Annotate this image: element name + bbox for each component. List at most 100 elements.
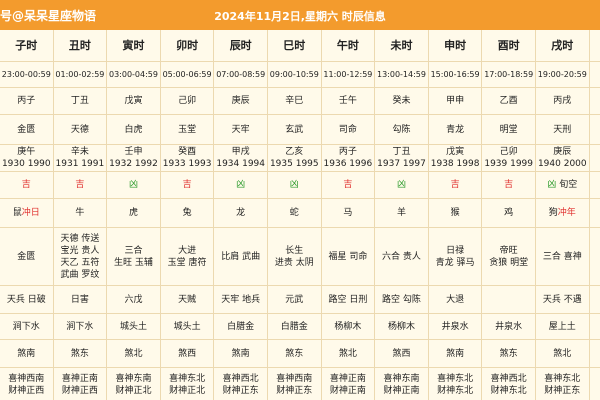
cell: 申时 <box>428 30 483 62</box>
xi: 喜神西北 <box>222 373 259 384</box>
cell: 19:00-20:59 <box>536 62 590 88</box>
ganzhi: 壬午 <box>338 96 357 106</box>
cell: 甲申 <box>428 88 483 115</box>
cell: 午时 <box>321 30 376 62</box>
inline-row: 吉 <box>451 179 460 191</box>
cell: 煞南 <box>0 340 54 368</box>
ganzhi: 丁丑 <box>70 96 89 106</box>
clash-ganzhi: 乙亥 <box>285 147 304 157</box>
cell: 戊寅 <box>107 88 161 115</box>
cell: 涧下水 <box>53 314 108 340</box>
cai: 财神正东 <box>222 385 259 396</box>
god-line: 青龙 驿马 <box>435 257 475 268</box>
cell: 煞东 <box>53 340 108 368</box>
evils: 大退 <box>446 294 465 305</box>
clash-years: 1938 1998 <box>430 159 480 169</box>
cell: 明堂 <box>482 115 536 145</box>
cell: 煞南 <box>428 340 483 368</box>
cell: 天牢 地兵 <box>214 286 268 314</box>
evils: 天兵 不遇 <box>542 294 582 305</box>
cell: 戊寅 1938 1998 <box>428 145 483 172</box>
cell: 金匮 <box>0 115 54 145</box>
clash-years: 1931 1991 <box>55 159 105 169</box>
nayin: 屋上土 <box>548 321 576 332</box>
xi: 喜神西北 <box>490 373 527 384</box>
god-line: 金匮 <box>17 251 36 262</box>
cell: 喜神正南 财神正西 <box>54 368 108 400</box>
cell: 六合 贵人 <box>375 228 429 286</box>
ganzhi: 戊寅 <box>124 96 143 106</box>
sha: 煞南 <box>446 348 465 359</box>
cell: 大退 <box>428 286 483 314</box>
cell: 喜神西南 财神正东 <box>268 368 322 400</box>
inline-row: 牛 <box>75 207 84 219</box>
hour: 丑时 <box>68 38 91 52</box>
cell: 天兵 日破 <box>0 286 54 314</box>
cell: 杨柳木 <box>375 314 429 340</box>
star: 天刑 <box>553 124 572 135</box>
cell: 丙子 <box>0 88 54 115</box>
inline-row: 凶 <box>290 179 299 191</box>
cell: 癸酉 1933 1993 <box>160 145 215 172</box>
sha: 煞西 <box>392 348 411 359</box>
clash-years: 1935 1995 <box>269 159 319 169</box>
evils: 路空 勾陈 <box>382 294 421 305</box>
hour: 午时 <box>336 38 359 52</box>
cell: 蛇 <box>268 199 322 228</box>
inline-row: 兔 <box>183 207 192 219</box>
cell: 喜神东南 财神正南 <box>375 368 429 400</box>
time: 03:00-04:59 <box>108 69 158 79</box>
luck-note: 旬空 <box>559 180 578 190</box>
cell: 煞南 <box>214 340 268 368</box>
evils: 天兵 日破 <box>6 294 46 305</box>
star: 玉堂 <box>178 124 197 135</box>
cell: 喜神西北 财神东北 <box>482 368 536 400</box>
cell: 玉堂 <box>160 115 215 145</box>
cell: 狗冲年 <box>536 199 590 228</box>
animal: 虎 <box>128 208 138 218</box>
cell: 己卯 <box>160 88 215 115</box>
clash-years: 1934 1994 <box>216 159 266 169</box>
cell: 鸡 <box>482 199 536 228</box>
cell: 鼠冲日 <box>0 199 54 228</box>
cai: 财神正北 <box>169 385 206 396</box>
clash-ganzhi: 庚辰 <box>553 147 572 157</box>
cell: 煞北 <box>536 340 590 368</box>
sha: 煞南 <box>231 348 250 359</box>
account: 号@呆呆星座物语 <box>0 9 97 23</box>
cell: 杨柳木 <box>321 314 376 340</box>
cell: 喜神西北 财神正东 <box>214 368 268 400</box>
animal: 羊 <box>396 208 406 218</box>
ganzhi: 己卯 <box>178 96 197 106</box>
cai: 财神正西 <box>8 385 45 396</box>
cell: 13:00-14:59 <box>375 62 429 88</box>
nayin: 杨柳木 <box>334 321 362 332</box>
cell: 07:00-08:59 <box>214 62 268 88</box>
clash-ganzhi: 戊寅 <box>446 147 465 157</box>
cell: 凶旬空 <box>536 172 590 199</box>
cell: 丑时 <box>53 30 108 62</box>
cell: 城头土 <box>160 314 215 340</box>
cell: 11:00-12:59 <box>321 62 376 88</box>
sha: 煞东 <box>285 348 304 359</box>
cell: 喜神东北 财神正北 <box>161 368 215 400</box>
time: 11:00-12:59 <box>323 69 373 79</box>
clash-years: 1939 1999 <box>484 159 534 169</box>
cell: 09:00-10:59 <box>268 62 322 88</box>
luck: 凶 <box>128 180 138 190</box>
luck: 吉 <box>182 180 192 190</box>
god-line: 三合 <box>124 245 143 256</box>
animal: 鼠 <box>12 208 22 218</box>
header-bar: 号@呆呆星座物语 2024年11月2日,星期六 时辰信息 <box>0 0 600 30</box>
god-line: 帝旺 <box>499 245 518 256</box>
luck: 吉 <box>75 180 85 190</box>
inline-row: 狗冲年 <box>549 207 576 219</box>
clash-years: 1937 1997 <box>377 159 426 169</box>
cell: 辰时 <box>214 30 268 62</box>
time: 05:00-06:59 <box>162 69 212 79</box>
sha: 煞南 <box>17 348 36 359</box>
sha: 煞东 <box>499 348 518 359</box>
cell <box>482 286 536 314</box>
cai: 财神正北 <box>115 385 152 396</box>
